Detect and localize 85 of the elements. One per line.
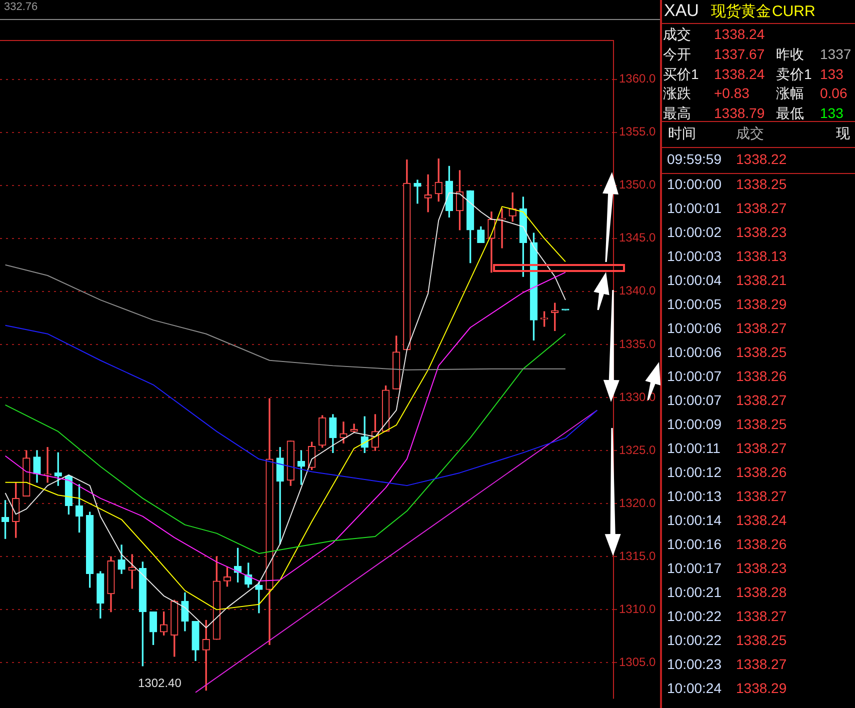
text: 10:00:11	[667, 440, 720, 457]
text: 10:00:17	[667, 560, 722, 577]
text: 1338.26	[736, 368, 787, 385]
text: 今开	[663, 46, 691, 63]
text: 买价1	[663, 66, 699, 83]
text: 10:00:13	[667, 488, 722, 505]
y-tick-label: 1345.0	[619, 230, 656, 245]
text: 1338.27	[736, 608, 787, 625]
y-tick-label: 1310.0	[619, 602, 656, 616]
text: 10:00:24	[667, 680, 722, 697]
text: 10:00:22	[667, 632, 722, 649]
text: 1338.27	[736, 200, 787, 217]
text: 10:00:00	[667, 176, 722, 193]
y-tick-label: 1325.0	[619, 442, 656, 457]
text: 1338.24	[714, 66, 765, 83]
text: 1338.29	[736, 680, 787, 697]
text: 10:00:09	[667, 416, 722, 433]
text: 10:00:06	[667, 320, 722, 337]
text: 1337.67	[714, 46, 765, 63]
text: 1338.25	[736, 176, 787, 193]
text: 10:00:14	[667, 512, 722, 529]
text: 10:00:07	[667, 368, 722, 385]
text: 1338.27	[736, 656, 787, 673]
text: 10:00:06	[667, 344, 722, 361]
text: 1338.27	[736, 488, 787, 505]
text: 1338.22	[736, 151, 787, 168]
text: 1338.27	[736, 320, 787, 337]
text: 1338.28	[736, 584, 787, 601]
text: 1338.26	[736, 464, 787, 481]
text: 10:00:16	[667, 536, 722, 553]
text: 涨跌	[663, 85, 691, 102]
text: 10:00:05	[667, 296, 722, 313]
text: 1338.23	[736, 560, 787, 577]
text: 1338.26	[736, 536, 787, 553]
text: 卖价1	[776, 66, 812, 83]
text: 1337	[820, 46, 852, 63]
text: 1338.79	[714, 105, 765, 122]
y-tick-label: 1335.0	[619, 336, 656, 351]
text: XAU	[664, 1, 699, 22]
text: 1338.24	[714, 26, 765, 43]
text: 1338.29	[736, 296, 787, 313]
text: 10:00:01	[667, 200, 722, 217]
candlestick	[44, 447, 52, 483]
text: 现货黄金	[711, 3, 771, 21]
text: 最低	[776, 105, 804, 122]
y-tick-label: 1340.0	[619, 284, 656, 298]
text: 1338.13	[736, 248, 787, 265]
text: 1338.24	[736, 512, 787, 529]
text: 332.76	[4, 1, 38, 14]
text: CURR	[772, 3, 816, 21]
text: 1338.21	[736, 272, 787, 289]
text: 昨收	[776, 46, 804, 63]
text: 1338.27	[736, 392, 787, 409]
y-tick-label: 1350.0	[619, 178, 656, 192]
text: 涨幅	[776, 85, 804, 102]
text: 10:00:21	[667, 584, 722, 601]
text: 0.06	[820, 85, 848, 102]
y-tick-label: 1315.0	[619, 548, 656, 563]
text: 10:00:02	[667, 224, 722, 241]
text: 成交	[663, 26, 691, 43]
text: 最高	[663, 105, 691, 122]
text: +0.83	[714, 85, 750, 102]
text: 10:00:04	[667, 272, 722, 289]
text: 10:00:22	[667, 608, 722, 625]
text: 10:00:07	[667, 392, 722, 409]
text: 1338.23	[736, 224, 787, 241]
text: 1338.25	[736, 632, 787, 649]
text: 10:00:23	[667, 656, 722, 673]
text: 成交	[736, 125, 764, 142]
y-tick-label: 1320.0	[619, 496, 656, 510]
text: 10:00:12	[667, 464, 722, 481]
text: 1338.27	[736, 440, 787, 457]
y-tick-label: 1360.0	[619, 72, 656, 86]
text: 133	[820, 66, 844, 83]
y-tick-label: 1305.0	[619, 655, 656, 670]
candlestick	[424, 174, 432, 212]
y-tick-label: 1355.0	[619, 124, 656, 139]
text: 1338.25	[736, 344, 787, 361]
text: 09:59:59	[667, 151, 722, 168]
annotation: 1302.40	[138, 676, 182, 690]
text: 10:00:03	[667, 248, 722, 265]
text: 时间	[668, 125, 696, 142]
text: 1338.25	[736, 416, 787, 433]
text: 133	[820, 105, 844, 122]
text: 现	[836, 125, 850, 142]
